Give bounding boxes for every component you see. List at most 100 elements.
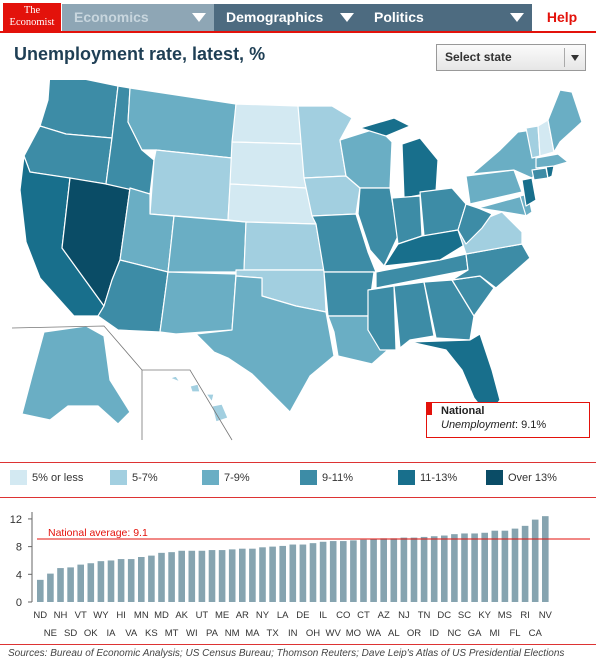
x-tick-label: KY: [478, 610, 491, 621]
state-nj[interactable]: [521, 177, 537, 207]
state-nm[interactable]: [159, 271, 237, 335]
x-tick-label: SC: [458, 610, 471, 621]
bar: [158, 552, 165, 602]
state-wv[interactable]: [457, 203, 493, 245]
bar: [107, 560, 115, 602]
sources-note: Sources: Bureau of Economic Analysis; US…: [8, 648, 565, 659]
tab-politics[interactable]: Politics: [362, 4, 532, 31]
legend-item: 5% or less: [10, 470, 83, 488]
state-me[interactable]: [547, 89, 583, 153]
x-tick-label: LA: [277, 610, 289, 621]
x-tick-label: GA: [468, 628, 482, 639]
state-ia[interactable]: [303, 175, 361, 217]
state-ct[interactable]: [531, 167, 549, 181]
divider-sources: [0, 644, 596, 645]
bar: [441, 535, 448, 602]
x-tick-label: MT: [165, 628, 179, 639]
info-value-label: Unemployment: [441, 419, 515, 431]
legend-label: 9-11%: [322, 472, 353, 484]
legend-item: 7-9%: [202, 470, 250, 488]
bar: [542, 516, 549, 602]
tab-demographics[interactable]: Demographics: [214, 4, 362, 31]
state-mi[interactable]: [359, 117, 439, 199]
state-ak[interactable]: [21, 325, 131, 425]
state-ks[interactable]: [243, 221, 325, 271]
info-value: Unemployment: 9.1%: [441, 419, 589, 431]
state-nc[interactable]: [451, 243, 531, 289]
x-tick-label: ID: [429, 628, 439, 639]
bar: [370, 539, 377, 602]
state-mt[interactable]: [127, 87, 237, 159]
state-in[interactable]: [391, 195, 423, 245]
x-tick-label: AK: [175, 610, 188, 621]
bar: [329, 541, 337, 602]
state-ma[interactable]: [535, 153, 569, 169]
bar: [451, 534, 458, 602]
x-tick-label: NC: [448, 628, 462, 639]
state-tx[interactable]: [195, 275, 335, 413]
divider-top: [0, 462, 596, 463]
state-nd[interactable]: [231, 103, 305, 145]
us-choropleth-map[interactable]: [0, 80, 596, 450]
bar: [168, 552, 175, 602]
chevron-down-icon: [571, 55, 579, 61]
help-button[interactable]: Help: [532, 4, 592, 31]
tab-economics[interactable]: Economics: [62, 4, 214, 31]
bar: [340, 541, 347, 602]
bar: [77, 564, 84, 602]
x-tick-label: MD: [154, 610, 169, 621]
bar: [249, 548, 256, 602]
state-ar[interactable]: [323, 271, 375, 317]
bar: [87, 563, 95, 602]
state-md[interactable]: [477, 195, 529, 217]
y-tick-label: 4: [16, 569, 22, 581]
dropdown-separator: [564, 48, 565, 67]
state-wy[interactable]: [149, 149, 233, 221]
state-hi[interactable]: [169, 375, 229, 423]
tab-economics-label: Economics: [74, 9, 149, 25]
legend-label: 5-7%: [132, 472, 158, 484]
bar: [279, 545, 286, 602]
bar: [127, 559, 135, 602]
x-tick-label: IA: [107, 628, 117, 639]
state-ri[interactable]: [545, 165, 555, 179]
state-ga[interactable]: [423, 279, 475, 341]
x-tick-label: WI: [186, 628, 198, 639]
bar: [400, 537, 408, 602]
x-tick-label: IL: [319, 610, 327, 621]
x-tick-label: RI: [520, 610, 530, 621]
info-label: National: [441, 405, 485, 417]
bar: [228, 549, 236, 602]
x-tick-label: VA: [125, 628, 138, 639]
info-marker: [427, 403, 432, 415]
bar: [511, 528, 519, 602]
inset-frame-hawaii: [141, 369, 233, 441]
bar: [239, 548, 246, 602]
legend-swatch: [202, 470, 219, 485]
y-tick-label: 12: [10, 514, 22, 526]
x-tick-label: HI: [116, 610, 126, 621]
bar: [501, 530, 509, 602]
bar: [430, 536, 438, 602]
x-tick-label: OR: [407, 628, 421, 639]
select-state-dropdown[interactable]: Select state: [436, 44, 586, 71]
bar: [410, 537, 418, 602]
state-ne[interactable]: [227, 183, 317, 225]
nav-divider: [0, 31, 596, 33]
x-tick-label: WV: [326, 628, 342, 639]
logo-line1: The: [23, 5, 41, 16]
x-tick-label: TN: [418, 610, 431, 621]
legend-label: 11-13%: [420, 472, 458, 484]
state-sd[interactable]: [229, 141, 307, 189]
state-co[interactable]: [167, 215, 247, 273]
bar: [420, 536, 428, 602]
state-ms[interactable]: [367, 285, 397, 351]
tab-demographics-label: Demographics: [226, 9, 324, 25]
bar: [360, 539, 367, 602]
economist-logo[interactable]: The Economist: [3, 3, 61, 31]
bar: [491, 530, 499, 602]
state-al[interactable]: [393, 281, 435, 349]
tab-politics-label: Politics: [374, 9, 424, 25]
bar: [269, 546, 276, 602]
select-state-label: Select state: [445, 50, 512, 64]
